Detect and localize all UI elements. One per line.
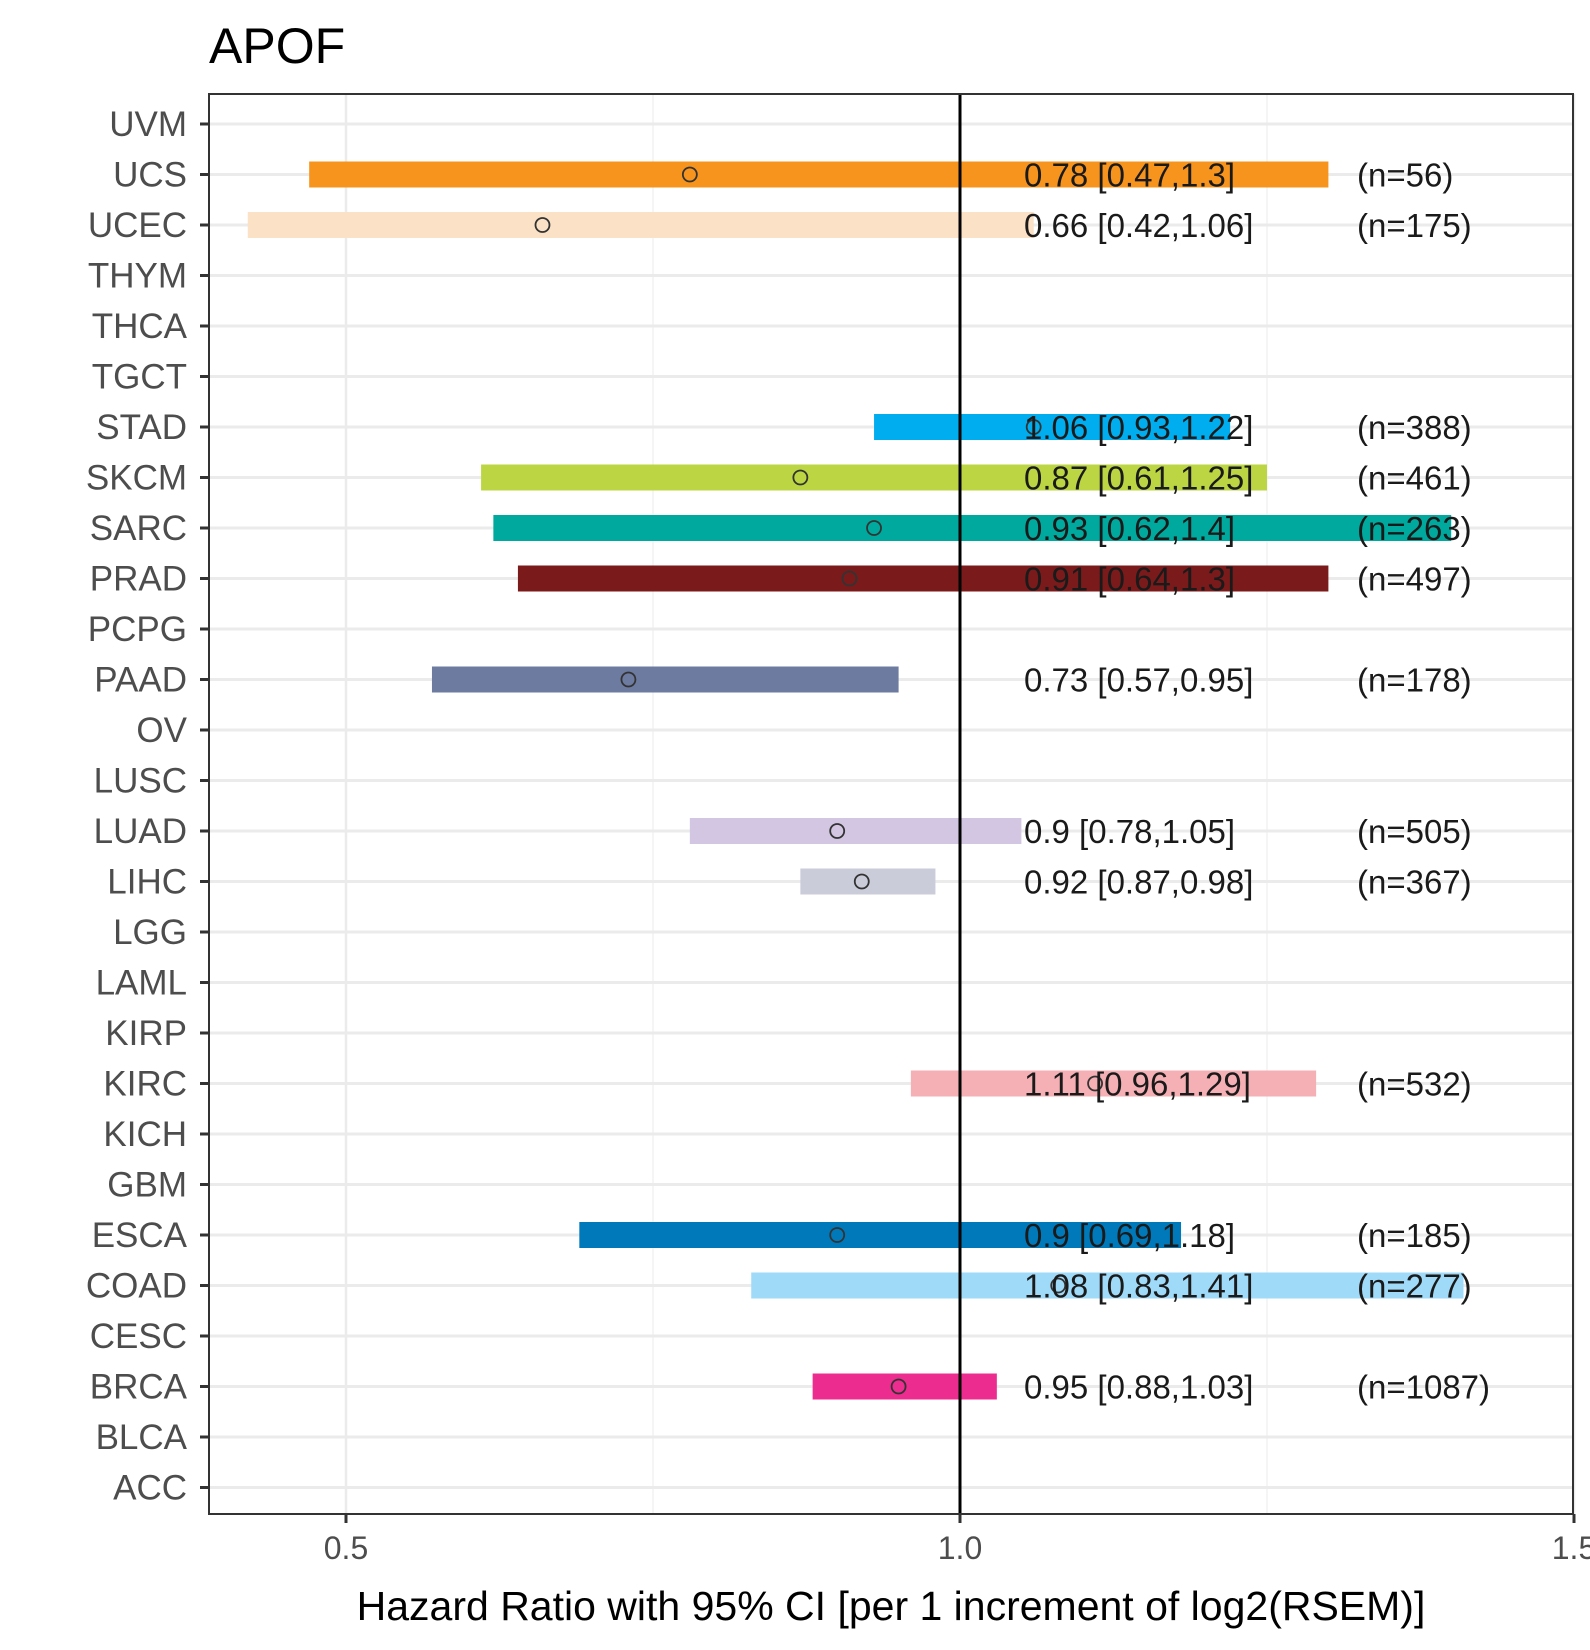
point-estimate xyxy=(829,823,846,839)
y-tick-label: PRAD xyxy=(90,560,187,599)
sample-size-label: (n=56) xyxy=(1357,157,1453,194)
sample-size-label: (n=263) xyxy=(1357,510,1472,547)
y-tick-label: BLCA xyxy=(96,1418,188,1457)
hr-ci-label: 0.66 [0.42,1.06] xyxy=(1024,207,1253,244)
point-estimate xyxy=(853,873,870,890)
y-tick-label: OV xyxy=(136,711,187,750)
y-tick-label: LAML xyxy=(96,964,187,1003)
ci-bar xyxy=(481,464,1268,491)
y-tick-label: ESCA xyxy=(92,1216,188,1255)
y-tick-label: UVM xyxy=(109,105,187,144)
hr-ci-label: 0.9 [0.69,1.18] xyxy=(1024,1217,1235,1254)
point-estimate xyxy=(534,217,551,233)
x-tick-label: 1.5 xyxy=(1552,1530,1590,1566)
ci-bar xyxy=(431,666,899,693)
y-tick-label: UCS xyxy=(113,156,187,195)
hr-ci-label: 1.08 [0.83,1.41] xyxy=(1024,1268,1253,1305)
y-axis: UVM UCS UCEC THYM THCA TGCT STAD SKCM SARC PRAD PC… xyxy=(86,105,209,1508)
point-estimate xyxy=(1050,1277,1067,1294)
ci-bars xyxy=(247,161,1464,1400)
sample-size-label: (n=532) xyxy=(1357,1066,1472,1103)
x-tick-label: 0.5 xyxy=(324,1530,368,1566)
y-tick-label: KIRP xyxy=(105,1014,187,1053)
y-tick-label: THCA xyxy=(92,307,188,346)
ci-bar xyxy=(517,565,1329,592)
ci-bar xyxy=(493,515,1452,541)
point-estimate xyxy=(890,1378,907,1395)
y-tick-label: PCPG xyxy=(88,610,187,649)
y-tick-label: SKCM xyxy=(86,459,187,498)
ci-bar xyxy=(910,1070,1317,1097)
point-estimate xyxy=(866,520,882,536)
y-tick-label: COAD xyxy=(86,1267,187,1306)
y-tick-label: LUSC xyxy=(94,762,187,801)
sample-size-label: (n=497) xyxy=(1357,561,1472,598)
sample-size-label: (n=185) xyxy=(1357,1217,1472,1254)
y-tick-label: UCEC xyxy=(88,206,187,245)
hr-ci-label: 0.95 [0.88,1.03] xyxy=(1024,1369,1253,1406)
y-tick-label: BRCA xyxy=(90,1368,188,1407)
ci-bar xyxy=(751,1272,1464,1299)
hr-ci-label: 1.11 [0.96,1.29] xyxy=(1024,1066,1251,1103)
y-tick-label: SARC xyxy=(90,509,187,548)
y-tick-label: LGG xyxy=(113,913,187,952)
point-estimates xyxy=(534,166,1103,1395)
sample-size-label: (n=178) xyxy=(1357,662,1472,699)
ci-bar xyxy=(309,161,1329,188)
hr-ci-label: 0.9 [0.78,1.05] xyxy=(1024,813,1235,850)
y-tick-label: KICH xyxy=(103,1115,187,1154)
sample-size-label: (n=505) xyxy=(1357,813,1472,850)
point-estimate xyxy=(1025,419,1042,435)
ci-bar xyxy=(689,818,1022,844)
hr-ci-label: 0.73 [0.57,0.95] xyxy=(1024,662,1253,699)
chart-title: APOF xyxy=(209,18,345,74)
point-estimate xyxy=(841,570,858,587)
sample-size-label: (n=277) xyxy=(1357,1268,1472,1305)
sample-size-label: (n=1087) xyxy=(1357,1369,1490,1406)
sample-size-label: (n=175) xyxy=(1357,207,1472,244)
y-tick-label: GBM xyxy=(107,1166,187,1205)
hr-ci-label: 1.06 [0.93,1.22] xyxy=(1024,409,1253,446)
y-tick-label: ACC xyxy=(113,1469,187,1508)
point-estimate xyxy=(1087,1075,1103,1092)
y-tick-label: PAAD xyxy=(94,661,187,700)
point-estimate xyxy=(620,671,637,688)
point-estimate xyxy=(829,1227,846,1243)
x-tick-label: 1.0 xyxy=(938,1530,982,1566)
y-tick-label: CESC xyxy=(90,1317,187,1356)
hr-ci-label: 0.92 [0.87,0.98] xyxy=(1024,864,1253,901)
y-tick-label: LIHC xyxy=(107,863,187,902)
point-estimate xyxy=(792,469,809,486)
hr-ci-label: 0.91 [0.64,1.3] xyxy=(1024,561,1235,598)
sample-size-label: (n=388) xyxy=(1357,409,1472,446)
y-tick-label: STAD xyxy=(96,408,187,447)
y-tick-label: THYM xyxy=(88,257,187,296)
hr-ci-label: 0.93 [0.62,1.4] xyxy=(1024,510,1235,547)
point-estimate xyxy=(681,166,698,183)
annotations: 0.78 [0.47,1.3] (n=56) 0.66 [0.42,1.06] (n=… xyxy=(1024,157,1490,1406)
y-tick-label: TGCT xyxy=(92,358,187,397)
ci-bar xyxy=(247,212,1034,238)
ci-bar xyxy=(874,414,1231,440)
panel-border xyxy=(208,93,1574,1515)
y-tick-label: KIRC xyxy=(103,1065,187,1104)
sample-size-label: (n=367) xyxy=(1357,864,1472,901)
x-axis: 0.51.01.52.0 xyxy=(324,1514,1590,1566)
hr-ci-label: 0.87 [0.61,1.25] xyxy=(1024,460,1253,497)
y-tick-label: LUAD xyxy=(94,812,187,851)
ci-bar xyxy=(579,1222,1182,1248)
sample-size-label: (n=461) xyxy=(1357,460,1472,497)
x-axis-label: Hazard Ratio with 95% CI [per 1 incremen… xyxy=(357,1583,1426,1629)
hr-ci-label: 0.78 [0.47,1.3] xyxy=(1024,157,1235,194)
